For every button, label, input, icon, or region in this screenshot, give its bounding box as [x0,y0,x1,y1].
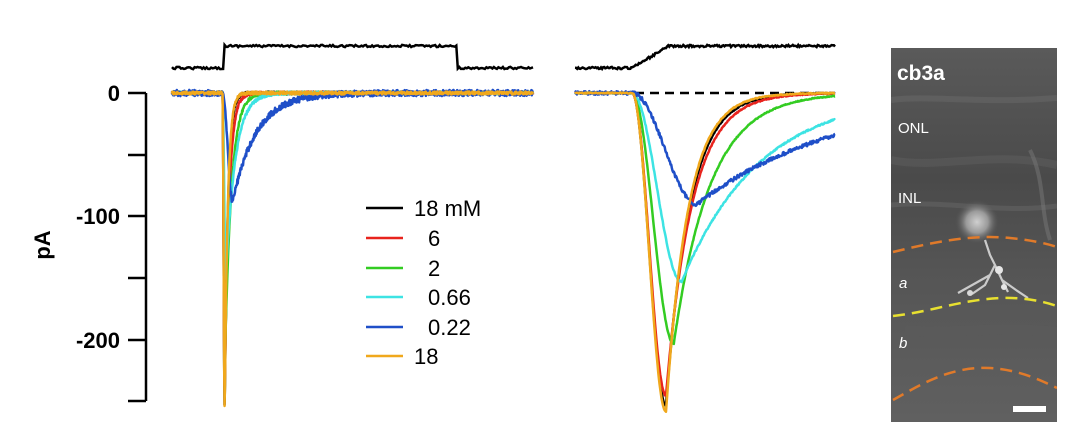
legend-label-18: 18 [414,344,438,369]
y-tick-label-0: 0 [108,81,120,106]
image-title: cb3a [897,62,945,85]
series-group-full [170,88,535,408]
series-full-trace-0-22 [170,88,534,204]
boundary-sublamina [892,296,1057,318]
legend-label-066: 0.66 [428,285,471,310]
layer-label-onl: ONL [898,120,929,137]
legend-label-6: 6 [428,226,440,251]
microscopy-texture [891,95,1057,402]
legend: 18 mM 6 2 0.66 0.22 18 [366,196,481,369]
sublayer-label-b: b [899,335,907,352]
cell-soma [955,200,999,244]
boundary-ipl-bottom [892,366,1057,402]
panel-expanded-trace [574,42,836,413]
y-tick-label-minus-100: -100 [76,204,120,229]
series-full-trace-18 [170,90,535,408]
legend-label-2: 2 [428,256,440,281]
layer-label-inl: INL [898,190,921,207]
series-expanded-trace-0-66 [574,91,836,284]
cell-dendrites [957,239,1029,299]
series-expanded-trace-18-mm [574,91,836,407]
y-tick-label-minus-200: -200 [76,328,120,353]
series-expanded-trace-2 [574,91,836,346]
sublayer-label-a: a [899,275,907,292]
series-expanded-trace-18 [574,91,836,413]
stimulus-line-full-trace [171,41,534,72]
legend-label-022: 0.22 [428,315,471,340]
boundary-ipl-top [892,235,1057,254]
y-axis: 0 -100 -200 pA [30,81,148,403]
stimulus-trace-full [171,41,534,72]
series-group-expanded [574,89,836,413]
legend-label-18mm: 18 mM [414,196,481,221]
stimulus-line-expanded-trace [574,42,836,72]
microscopy-image: cb3a ONL INL a b [891,48,1057,422]
panel-full-trace [170,41,535,408]
scale-bar [1013,406,1046,412]
y-axis-label: pA [30,230,55,259]
stimulus-trace-expanded [574,42,836,72]
